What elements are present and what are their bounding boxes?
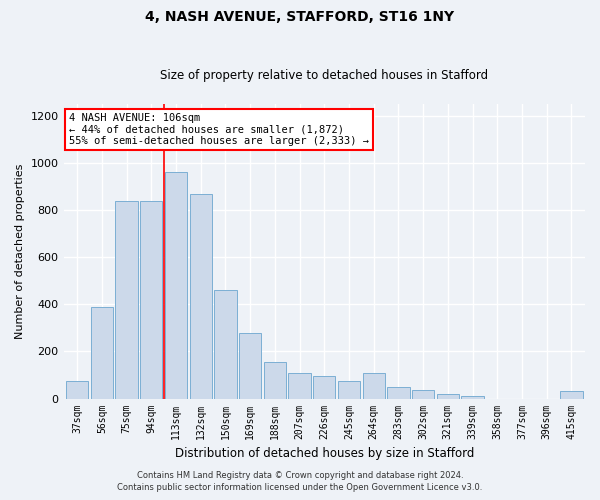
- Bar: [264, 362, 286, 399]
- Text: 4, NASH AVENUE, STAFFORD, ST16 1NY: 4, NASH AVENUE, STAFFORD, ST16 1NY: [145, 10, 455, 24]
- Bar: [115, 200, 137, 398]
- Bar: [362, 372, 385, 398]
- Bar: [338, 381, 360, 398]
- Bar: [313, 376, 335, 398]
- Title: Size of property relative to detached houses in Stafford: Size of property relative to detached ho…: [160, 69, 488, 82]
- Bar: [289, 372, 311, 398]
- Bar: [387, 387, 410, 398]
- Bar: [437, 394, 459, 398]
- Bar: [560, 392, 583, 398]
- Bar: [214, 290, 236, 399]
- Bar: [165, 172, 187, 398]
- X-axis label: Distribution of detached houses by size in Stafford: Distribution of detached houses by size …: [175, 447, 474, 460]
- Bar: [461, 396, 484, 398]
- Bar: [140, 200, 163, 398]
- Bar: [239, 332, 261, 398]
- Bar: [190, 194, 212, 398]
- Bar: [91, 306, 113, 398]
- Text: 4 NASH AVENUE: 106sqm
← 44% of detached houses are smaller (1,872)
55% of semi-d: 4 NASH AVENUE: 106sqm ← 44% of detached …: [69, 113, 369, 146]
- Bar: [412, 390, 434, 398]
- Bar: [66, 381, 88, 398]
- Text: Contains HM Land Registry data © Crown copyright and database right 2024.
Contai: Contains HM Land Registry data © Crown c…: [118, 471, 482, 492]
- Y-axis label: Number of detached properties: Number of detached properties: [15, 164, 25, 339]
